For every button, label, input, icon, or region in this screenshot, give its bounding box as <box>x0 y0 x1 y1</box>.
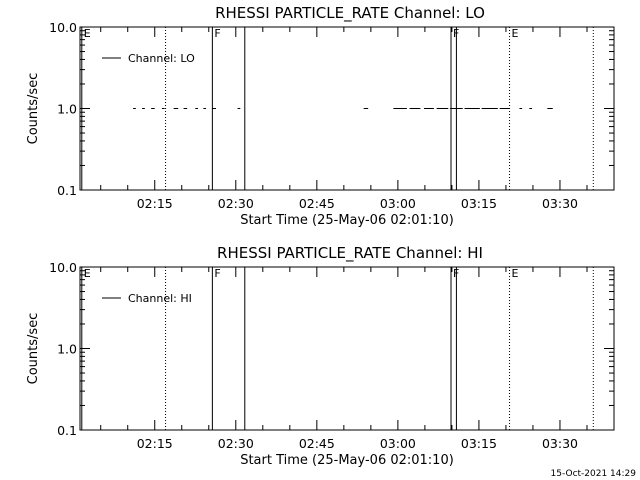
x-tick-label: 03:30 <box>542 436 578 451</box>
y-tick-label: 0.1 <box>57 423 77 438</box>
x-tick-label: 02:45 <box>299 196 335 211</box>
chart-panel-2: RHESSI PARTICLE_RATE Channel: HI 0.1 1.0 10… <box>26 244 615 468</box>
event-flag-label: E <box>512 27 519 40</box>
chart-title: RHESSI PARTICLE_RATE Channel: HI <box>217 244 483 263</box>
y-axis-label: Counts/sec <box>26 73 41 145</box>
y-tick-label: 0.1 <box>57 183 77 198</box>
x-tick-label: 03:15 <box>461 436 497 451</box>
x-axis-label: Start Time (25-May-06 02:01:10) <box>240 213 454 228</box>
chart-panel-1: RHESSI PARTICLE_RATE Channel: LO 0.1 1.0 10… <box>26 4 615 228</box>
x-tick-label: 02:15 <box>137 196 173 211</box>
x-tick-label: 02:30 <box>218 436 254 451</box>
x-tick-label: 03:00 <box>380 436 416 451</box>
x-tick-label: 02:30 <box>218 196 254 211</box>
event-flag-label: E <box>84 27 91 40</box>
y-tick-label: 10.0 <box>49 20 77 35</box>
chart-title: RHESSI PARTICLE_RATE Channel: LO <box>215 4 485 23</box>
event-flag-label: E <box>512 267 519 280</box>
x-tick-label: 03:15 <box>461 196 497 211</box>
x-tick-label: 03:00 <box>380 196 416 211</box>
footer-timestamp: 15-Oct-2021 14:29 <box>551 469 637 479</box>
event-flag-label: E <box>84 267 91 280</box>
x-tick-label: 03:30 <box>542 196 578 211</box>
x-axis-label: Start Time (25-May-06 02:01:10) <box>240 453 454 468</box>
y-tick-label: 1.0 <box>57 102 77 117</box>
y-axis-label: Counts/sec <box>26 313 41 385</box>
event-flag-label: F <box>214 27 220 40</box>
legend-entry: Channel: LO <box>128 52 195 65</box>
x-tick-label: 02:45 <box>299 436 335 451</box>
y-tick-label: 10.0 <box>49 260 77 275</box>
x-tick-label: 02:15 <box>137 436 173 451</box>
y-tick-label: 1.0 <box>57 342 77 357</box>
legend-entry: Channel: HI <box>128 292 192 305</box>
event-flag-label: F <box>214 267 220 280</box>
